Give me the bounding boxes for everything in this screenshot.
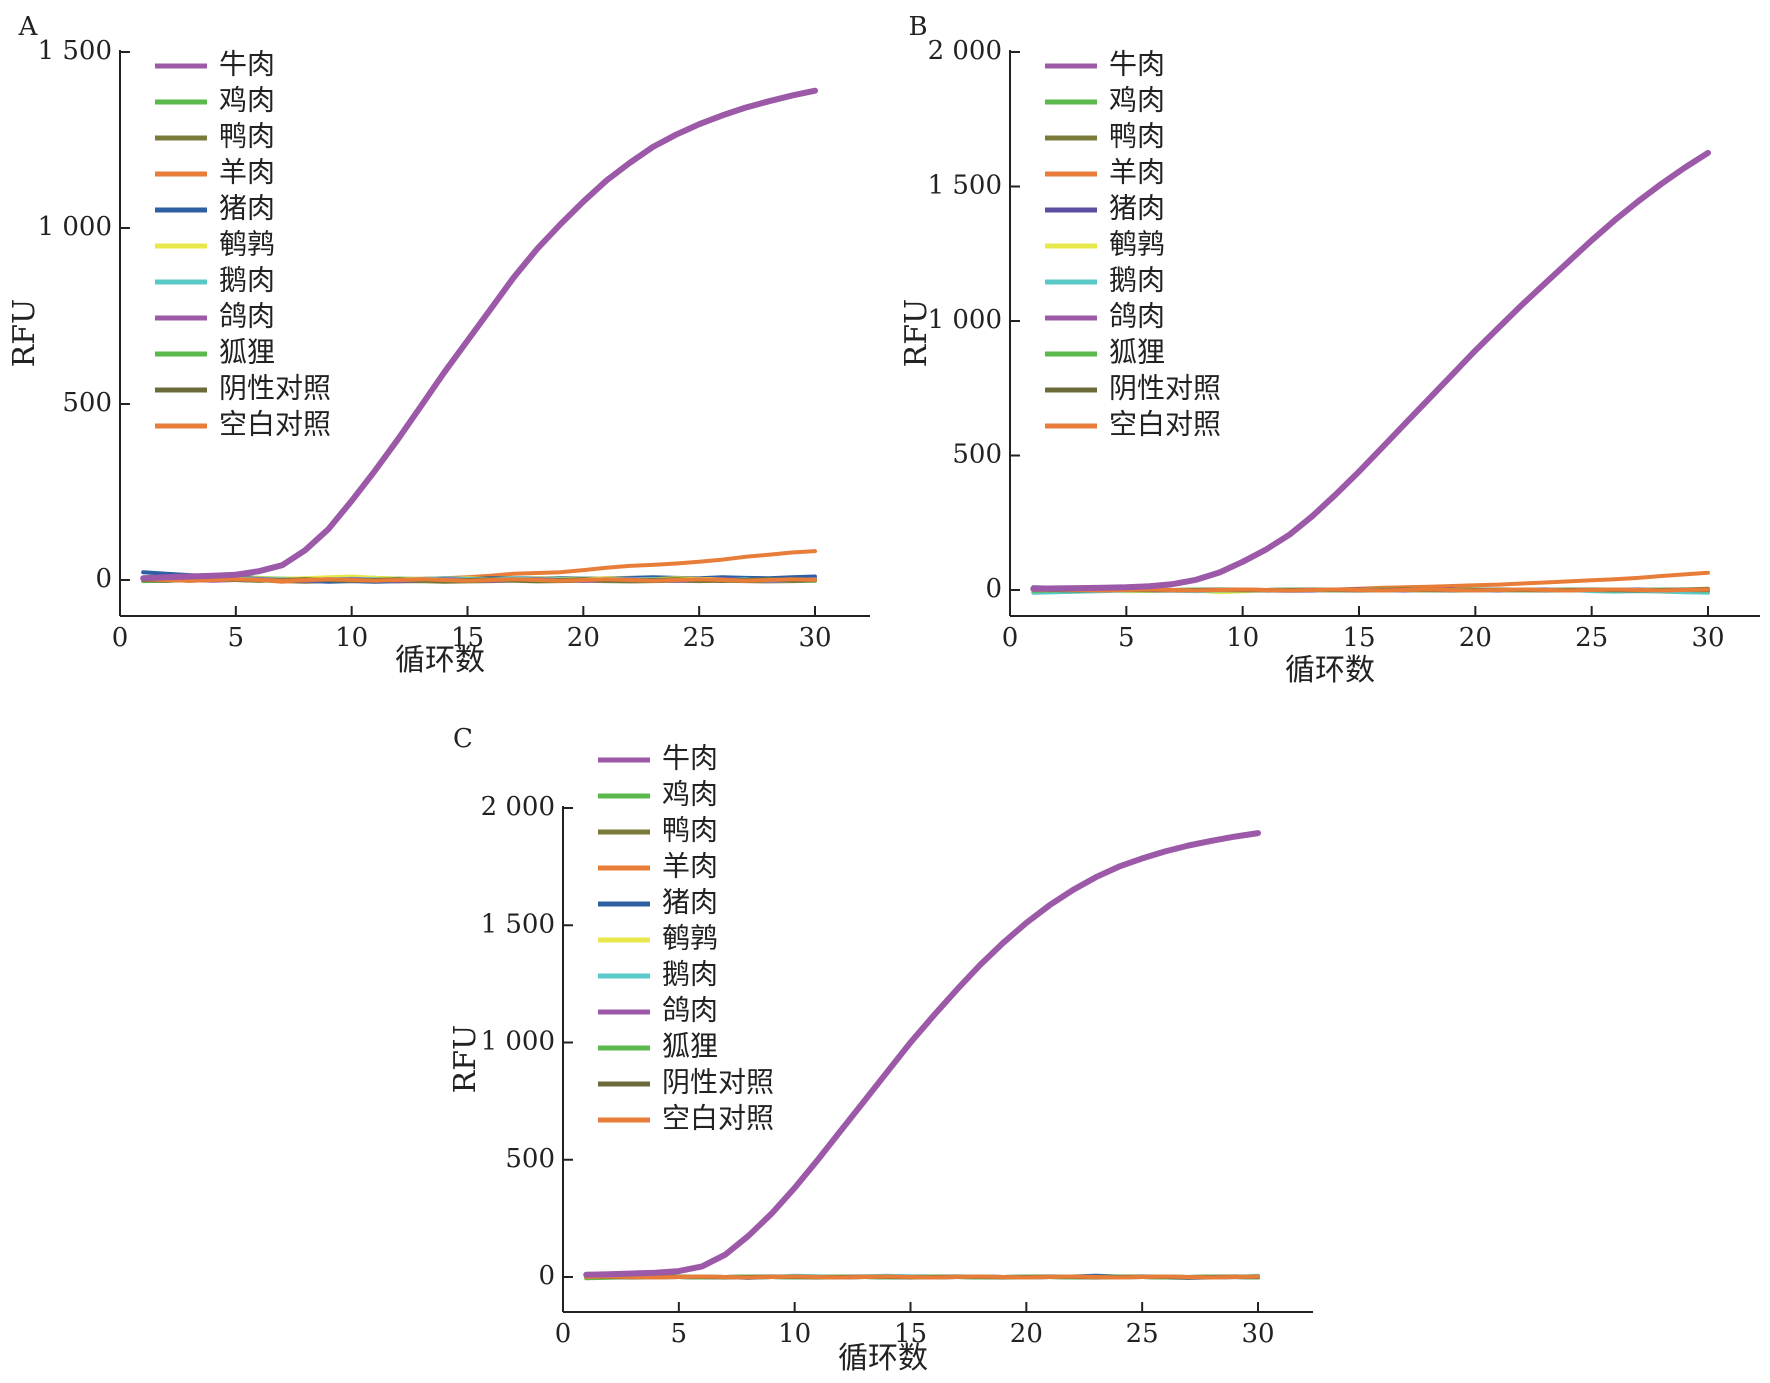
y-tick-label: 0 bbox=[95, 564, 112, 594]
x-tick-label: 5 bbox=[1118, 623, 1135, 653]
legend-label: 羊肉 bbox=[662, 850, 718, 883]
legend-label: 鸡肉 bbox=[219, 84, 275, 117]
chart-panel-b: B 0 500 1 000 1 500 2 000 0 5 10 15 20 25 30 循环数 RFU 牛肉… bbox=[899, 12, 1760, 688]
chart-panel-a: A 0 500 1 000 1 500 0 5 10 15 20 25 30 循环数 RFU 牛肉鸡肉鸭肉羊… bbox=[7, 12, 870, 678]
legend-label: 牛肉 bbox=[1109, 48, 1165, 81]
x-tick-label: 20 bbox=[1010, 1319, 1043, 1349]
legend-label: 牛肉 bbox=[219, 48, 275, 81]
y-tick-label: 2 000 bbox=[481, 792, 555, 822]
x-tick-label: 25 bbox=[683, 623, 716, 653]
legend-label: 牛肉 bbox=[662, 742, 718, 775]
legend-label: 鹅肉 bbox=[1109, 264, 1165, 297]
legend-label: 鸡肉 bbox=[662, 778, 718, 811]
legend-label: 鸭肉 bbox=[662, 814, 718, 847]
panel-label: B bbox=[908, 12, 927, 42]
series-line-空白对照 bbox=[584, 1274, 1260, 1280]
legend-label: 羊肉 bbox=[1109, 156, 1165, 189]
legend-label: 鸽肉 bbox=[662, 994, 718, 1027]
x-tick-label: 30 bbox=[1241, 1319, 1274, 1349]
y-tick-label: 500 bbox=[952, 440, 1002, 470]
panel-label: A bbox=[18, 12, 39, 42]
y-tick-label: 1 500 bbox=[38, 36, 112, 66]
series-line-空白对照 bbox=[141, 577, 817, 583]
legend-label: 鸽肉 bbox=[1109, 300, 1165, 333]
legend-label: 鹅肉 bbox=[219, 264, 275, 297]
y-tick-label: 1 000 bbox=[928, 305, 1002, 335]
legend-label: 猪肉 bbox=[1109, 192, 1165, 225]
y-tick-label: 1 000 bbox=[481, 1027, 555, 1057]
y-axis-title: RFU bbox=[448, 1025, 483, 1094]
y-axis-title: RFU bbox=[899, 299, 934, 368]
y-tick-label: 1 500 bbox=[481, 909, 555, 939]
x-tick-label: 10 bbox=[1226, 623, 1259, 653]
x-tick-label: 0 bbox=[112, 623, 129, 653]
x-tick-label: 20 bbox=[1459, 623, 1492, 653]
legend-label: 阴性对照 bbox=[662, 1066, 774, 1099]
legend-label: 羊肉 bbox=[219, 156, 275, 189]
series-line-空白对照 bbox=[1031, 587, 1710, 593]
series-line-牛肉 bbox=[583, 830, 1261, 1278]
legend-label: 鹌鹑 bbox=[662, 922, 718, 955]
y-tick-label: 500 bbox=[505, 1144, 555, 1174]
x-tick-label: 5 bbox=[671, 1319, 688, 1349]
x-tick-label: 5 bbox=[228, 623, 245, 653]
x-axis-title: 循环数 bbox=[838, 1341, 928, 1376]
x-tick-label: 25 bbox=[1575, 623, 1608, 653]
panel-label: C bbox=[453, 724, 473, 754]
legend-label: 狐狸 bbox=[1109, 336, 1165, 369]
y-tick-label: 500 bbox=[62, 388, 112, 418]
legend-label: 狐狸 bbox=[662, 1030, 718, 1063]
legend-label: 阴性对照 bbox=[1109, 372, 1221, 405]
legend-label: 鸽肉 bbox=[219, 300, 275, 333]
legend-label: 空白对照 bbox=[662, 1102, 774, 1135]
x-tick-label: 30 bbox=[798, 623, 831, 653]
x-tick-label: 10 bbox=[335, 623, 368, 653]
y-tick-label: 1 000 bbox=[38, 212, 112, 242]
legend-label: 鹌鹑 bbox=[1109, 228, 1165, 261]
series-line-牛肉 bbox=[1030, 149, 1711, 592]
y-tick-label: 0 bbox=[538, 1261, 555, 1291]
x-axis-title: 循环数 bbox=[1285, 653, 1375, 688]
x-tick-label: 15 bbox=[451, 623, 484, 653]
legend-label: 猪肉 bbox=[662, 886, 718, 919]
y-tick-label: 2 000 bbox=[928, 36, 1002, 66]
x-tick-label: 20 bbox=[567, 623, 600, 653]
legend-label: 鸡肉 bbox=[1109, 84, 1165, 117]
legend-label: 鸭肉 bbox=[1109, 120, 1165, 153]
chart-panel-c: C 0 500 1 000 1 500 2 000 0 5 10 15 20 25 30 循环数 RFU 牛肉… bbox=[448, 724, 1313, 1376]
x-tick-label: 25 bbox=[1126, 1319, 1159, 1349]
x-tick-label: 0 bbox=[555, 1319, 572, 1349]
legend-label: 狐狸 bbox=[219, 336, 275, 369]
x-tick-label: 15 bbox=[1342, 623, 1375, 653]
series-line-牛肉 bbox=[140, 87, 818, 582]
y-tick-label: 1 500 bbox=[928, 171, 1002, 201]
legend-label: 鹅肉 bbox=[662, 958, 718, 991]
legend-label: 阴性对照 bbox=[219, 372, 331, 405]
x-tick-label: 10 bbox=[778, 1319, 811, 1349]
legend-label: 猪肉 bbox=[219, 192, 275, 225]
y-tick-label: 0 bbox=[985, 574, 1002, 604]
legend-label: 空白对照 bbox=[219, 408, 331, 441]
x-axis-title: 循环数 bbox=[395, 643, 485, 678]
x-tick-label: 0 bbox=[1002, 623, 1019, 653]
legend-label: 鹌鹑 bbox=[219, 228, 275, 261]
legend-label: 空白对照 bbox=[1109, 408, 1221, 441]
x-tick-label: 30 bbox=[1691, 623, 1724, 653]
legend-label: 鸭肉 bbox=[219, 120, 275, 153]
x-tick-label: 15 bbox=[894, 1319, 927, 1349]
y-axis-title: RFU bbox=[7, 299, 42, 368]
